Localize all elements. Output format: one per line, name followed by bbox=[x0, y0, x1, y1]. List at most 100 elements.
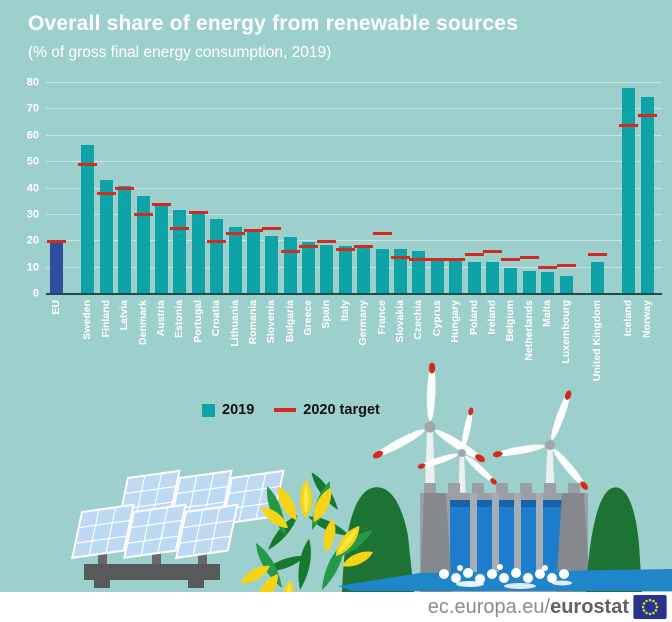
green-hill bbox=[342, 487, 414, 592]
solar-panel-row-front bbox=[71, 503, 239, 559]
bar-column-spain: Spain bbox=[317, 83, 337, 329]
y-tick-label-40: 40 bbox=[26, 182, 39, 194]
target-2020-marker bbox=[556, 263, 576, 267]
hydro-dam-illustration bbox=[342, 483, 642, 592]
water-foam bbox=[439, 564, 569, 584]
y-tick-label-70: 70 bbox=[26, 102, 39, 115]
bar-column-france: France bbox=[372, 83, 392, 334]
x-axis-label: Belgium bbox=[504, 300, 517, 342]
bar-chart-plot: 0 10 20 30 40 50 60 70 80 EU Sweden Finland Latvia D… bbox=[27, 77, 662, 381]
bar-2019-value bbox=[412, 251, 426, 294]
target-2020-marker bbox=[587, 252, 607, 256]
y-tick-label-20: 20 bbox=[26, 234, 39, 247]
target-2020-marker bbox=[188, 210, 208, 214]
x-axis-label: Czechia bbox=[412, 300, 425, 340]
x-axis-label: Austria bbox=[154, 300, 167, 337]
river bbox=[338, 569, 672, 591]
gridline-40 bbox=[46, 187, 662, 189]
target-2020-marker bbox=[637, 114, 657, 118]
bar-2019-value bbox=[283, 237, 297, 294]
bar-column-lithuania: Lithuania bbox=[225, 83, 245, 347]
bar-column-slovenia: Slovenia bbox=[262, 83, 282, 343]
gridline-10 bbox=[46, 266, 662, 268]
solar-panels-illustration bbox=[71, 469, 285, 588]
target-2020-marker bbox=[207, 239, 227, 243]
x-axis-label: Sweden bbox=[81, 300, 94, 340]
bar-column-slovakia: Slovakia bbox=[391, 83, 411, 343]
x-axis-line bbox=[46, 293, 662, 295]
bar-column-ireland: Ireland bbox=[482, 83, 502, 334]
x-axis-label: Iceland bbox=[622, 300, 635, 337]
bar-column-poland: Poland bbox=[464, 83, 484, 335]
bar-2019-value bbox=[590, 261, 604, 294]
x-axis-label: Malta bbox=[541, 300, 554, 327]
y-tick-label-50: 50 bbox=[26, 155, 39, 168]
gridline-20 bbox=[46, 240, 662, 242]
x-axis-label: Slovakia bbox=[394, 300, 407, 343]
crocus-flowers-illustration bbox=[240, 472, 374, 592]
green-hill bbox=[586, 487, 642, 592]
bar-column-greece: Greece bbox=[299, 83, 319, 336]
page-title: Overall share of energy from renewable s… bbox=[28, 12, 519, 35]
bar-column-austria: Austria bbox=[151, 83, 171, 336]
bar-column-hungary: Hungary bbox=[446, 83, 466, 343]
gridline-70 bbox=[46, 108, 662, 110]
target-2020-marker bbox=[133, 213, 153, 217]
eu-flag-logo bbox=[633, 595, 667, 619]
bar-column-eu: EU bbox=[47, 83, 66, 315]
bar-column-portugal: Portugal bbox=[188, 83, 208, 343]
bar-2019-value bbox=[191, 213, 205, 294]
target-2020-marker bbox=[151, 202, 171, 206]
target-2020-marker bbox=[78, 163, 98, 167]
bar-column-italy: Italy bbox=[335, 83, 355, 321]
bar-2019-value bbox=[320, 245, 334, 294]
bar-column-germany: Germany bbox=[354, 83, 374, 346]
bar-2019-value bbox=[99, 180, 113, 294]
bar-2019-value bbox=[50, 242, 63, 294]
bar-column-luxembourg: Luxembourg bbox=[556, 83, 576, 364]
bar-column-croatia: Croatia bbox=[207, 83, 227, 336]
footer-bar: ec.europa.eu/eurostat bbox=[0, 592, 672, 622]
target-2020-marker bbox=[96, 192, 116, 196]
target-2020-marker bbox=[354, 245, 374, 249]
x-axis-label: Estonia bbox=[173, 300, 186, 338]
bar-2019-value bbox=[485, 262, 499, 294]
bar-column-netherlands: Netherlands bbox=[519, 83, 539, 361]
legend-target-dash-icon bbox=[274, 408, 297, 412]
bars-container: EU Sweden Finland Latvia Denmark Austria Eston… bbox=[47, 83, 662, 381]
target-2020-marker bbox=[225, 231, 245, 235]
x-axis-label: Ireland bbox=[485, 300, 498, 335]
bar-column-latvia: Latvia bbox=[115, 83, 135, 330]
bar-column-norway: Norway bbox=[637, 83, 657, 338]
x-axis-label: Hungary bbox=[449, 300, 462, 343]
y-tick-label-30: 30 bbox=[26, 208, 39, 221]
gridline-80 bbox=[46, 82, 662, 83]
target-2020-marker bbox=[170, 226, 190, 230]
bar-2019-value bbox=[394, 249, 408, 294]
x-axis-label: Denmark bbox=[136, 300, 149, 345]
bar-column-finland: Finland bbox=[96, 83, 116, 337]
bar-2019-value bbox=[559, 275, 573, 294]
bar-column-denmark: Denmark bbox=[133, 83, 153, 345]
target-2020-marker bbox=[280, 250, 300, 254]
bar-column-bulgaria: Bulgaria bbox=[280, 83, 300, 342]
bar-column-cyprus: Cyprus bbox=[427, 83, 447, 336]
bar-column-estonia: Estonia bbox=[170, 83, 190, 338]
solar-panel-row-back bbox=[117, 469, 285, 525]
bar-column-czechia: Czechia bbox=[409, 83, 429, 340]
y-tick-label-60: 60 bbox=[26, 129, 39, 142]
gridline-50 bbox=[46, 161, 662, 163]
footer-url-eurostat: eurostat bbox=[550, 596, 629, 618]
legend-2019-label: 2019 bbox=[222, 402, 255, 418]
bar-column-sweden: Sweden bbox=[78, 83, 98, 340]
bar-column-romania: Romania bbox=[243, 83, 263, 344]
bar-2019-value bbox=[118, 185, 132, 294]
bar-2019-value bbox=[246, 229, 260, 294]
target-2020-marker bbox=[317, 239, 337, 243]
bar-2019-value bbox=[338, 246, 352, 294]
dam-water-gates bbox=[450, 500, 574, 574]
legend-2019-swatch bbox=[202, 403, 215, 417]
y-tick-label-0: 0 bbox=[32, 287, 39, 300]
bar-2019-value bbox=[210, 218, 224, 294]
